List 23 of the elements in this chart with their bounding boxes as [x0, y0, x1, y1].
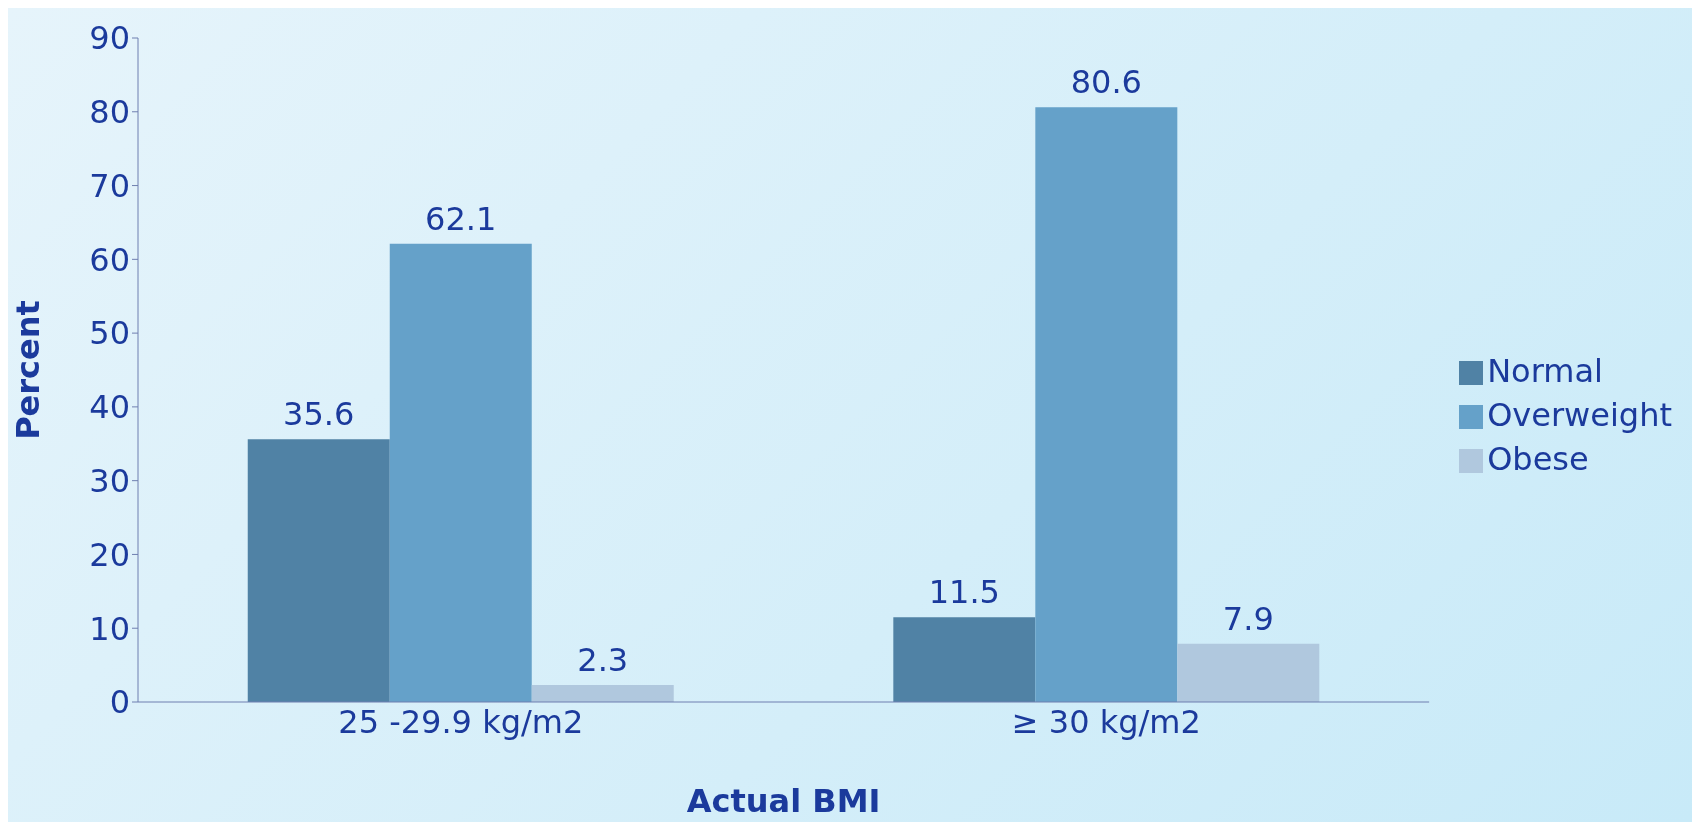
data-label: 35.6: [283, 395, 355, 434]
x-tick-label: ≥ 30 kg/m2: [1011, 702, 1201, 741]
legend-label: Overweight: [1487, 396, 1672, 434]
y-tick-label: 70: [89, 166, 130, 205]
y-tick-label: 60: [89, 240, 130, 279]
y-tick-label: 80: [89, 93, 130, 132]
data-label: 80.6: [1070, 63, 1142, 102]
legend-label: Obese: [1487, 440, 1589, 478]
y-tick-label: 50: [89, 314, 130, 353]
y-tick-label: 90: [89, 19, 130, 58]
data-label: 7.9: [1222, 599, 1274, 638]
y-tick-label: 40: [89, 388, 130, 427]
y-tick-label: 0: [109, 683, 130, 722]
y-tick-label: 30: [89, 462, 130, 501]
y-axis-title: Percent: [9, 300, 48, 440]
y-tick-label: 10: [89, 609, 130, 648]
y-tick-label: 20: [89, 535, 130, 574]
data-label: 62.1: [425, 199, 497, 238]
legend-label: Normal: [1487, 352, 1603, 390]
x-tick-label: 25 -29.9 kg/m2: [338, 702, 584, 741]
data-label: 2.3: [577, 641, 629, 680]
x-axis-title: Actual BMI: [686, 782, 881, 820]
data-label: 11.5: [928, 573, 1000, 612]
